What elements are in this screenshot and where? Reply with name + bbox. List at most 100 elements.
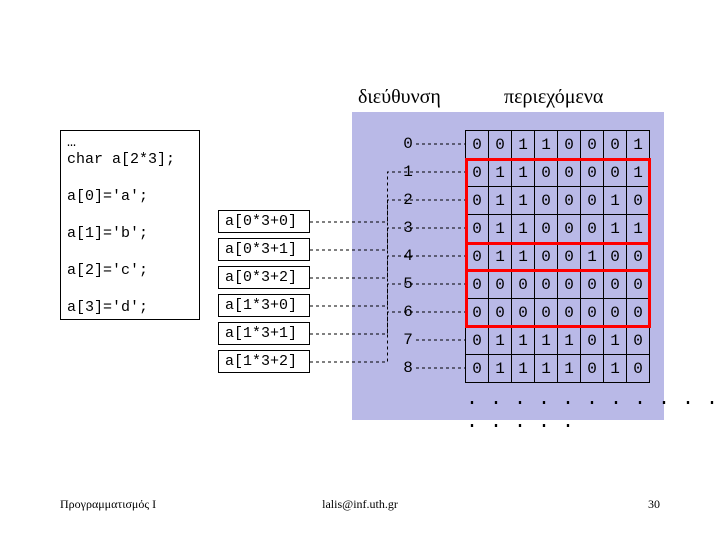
bit-cell: 1 [512, 215, 535, 243]
bit-cell: 0 [466, 187, 489, 215]
addr-1: 1 [398, 163, 418, 181]
index-label-3: a[1*3+0] [218, 294, 310, 317]
footer-left: Προγραμματισμός I [60, 497, 156, 512]
bit-cell: 1 [604, 187, 627, 215]
bit-cell: 1 [512, 131, 535, 159]
bit-cell: 0 [466, 271, 489, 299]
bit-cell: 0 [535, 271, 558, 299]
bit-table: 0011000101100001011000100110001101100100… [465, 130, 650, 383]
bit-cell: 1 [604, 215, 627, 243]
bit-cell: 0 [535, 187, 558, 215]
bit-cell: 0 [466, 159, 489, 187]
bit-cell: 1 [558, 327, 581, 355]
bit-cell: 0 [558, 131, 581, 159]
bit-cell: 0 [581, 131, 604, 159]
bit-cell: 0 [512, 299, 535, 327]
code-decl2: char a[2*3]; [67, 151, 193, 168]
code-decl1: … [67, 134, 193, 151]
bit-cell: 1 [489, 355, 512, 383]
bit-cell: 1 [581, 243, 604, 271]
index-label-1: a[0*3+1] [218, 238, 310, 261]
bit-cell: 0 [627, 187, 650, 215]
bit-cell: 0 [581, 355, 604, 383]
bit-cell: 0 [558, 243, 581, 271]
bit-cell: 0 [604, 159, 627, 187]
bit-cell: 0 [581, 327, 604, 355]
bit-cell: 0 [558, 187, 581, 215]
bit-cell: 0 [581, 299, 604, 327]
addr-0: 0 [398, 135, 418, 153]
bit-cell: 0 [558, 271, 581, 299]
bit-cell: 0 [627, 355, 650, 383]
bit-cell: 1 [604, 355, 627, 383]
memory-dots: . . . . . . . . . . . . . . . . [466, 388, 720, 434]
addr-4: 4 [398, 247, 418, 265]
bit-cell: 1 [489, 215, 512, 243]
bit-cell: 0 [558, 299, 581, 327]
code-assign-1: a[1]='b'; [67, 225, 193, 242]
addr-5: 5 [398, 275, 418, 293]
bit-cell: 0 [535, 215, 558, 243]
index-label-5: a[1*3+2] [218, 350, 310, 373]
bit-cell: 1 [512, 327, 535, 355]
addr-3: 3 [398, 219, 418, 237]
addr-2: 2 [398, 191, 418, 209]
code-assign-0: a[0]='a'; [67, 188, 193, 205]
bit-cell: 0 [535, 159, 558, 187]
bit-cell: 0 [604, 299, 627, 327]
bit-cell: 1 [489, 159, 512, 187]
bit-cell: 1 [535, 131, 558, 159]
addr-6: 6 [398, 303, 418, 321]
bit-cell: 0 [627, 271, 650, 299]
index-label-2: a[0*3+2] [218, 266, 310, 289]
bit-cell: 0 [466, 215, 489, 243]
bit-cell: 0 [604, 131, 627, 159]
bit-cell: 1 [489, 327, 512, 355]
header-address: διεύθυνση [358, 86, 441, 109]
code-box: … char a[2*3]; a[0]='a'; a[1]='b'; a[2]=… [60, 130, 200, 320]
code-assign-2: a[2]='c'; [67, 262, 193, 279]
bit-cell: 0 [604, 243, 627, 271]
bit-cell: 1 [512, 159, 535, 187]
addr-7: 7 [398, 331, 418, 349]
bit-cell: 0 [489, 299, 512, 327]
bit-cell: 1 [535, 327, 558, 355]
bit-cell: 0 [627, 327, 650, 355]
bit-cell: 1 [512, 355, 535, 383]
bit-cell: 0 [535, 299, 558, 327]
bit-cell: 0 [489, 131, 512, 159]
bit-cell: 0 [466, 299, 489, 327]
bit-cell: 0 [466, 355, 489, 383]
bit-cell: 0 [627, 243, 650, 271]
bit-cell: 1 [604, 327, 627, 355]
bit-cell: 0 [535, 243, 558, 271]
bit-cell: 1 [489, 243, 512, 271]
bit-cell: 0 [489, 271, 512, 299]
code-assign-3: a[3]='d'; [67, 299, 193, 316]
bit-cell: 1 [627, 159, 650, 187]
bit-cell: 1 [512, 187, 535, 215]
bit-cell: 0 [627, 299, 650, 327]
bit-cell: 0 [581, 159, 604, 187]
footer-center: lalis@inf.uth.gr [322, 497, 398, 512]
index-label-4: a[1*3+1] [218, 322, 310, 345]
bit-cell: 1 [627, 215, 650, 243]
bit-cell: 1 [489, 187, 512, 215]
bit-cell: 0 [558, 215, 581, 243]
bit-cell: 0 [558, 159, 581, 187]
bit-cell: 0 [581, 271, 604, 299]
footer-right: 30 [648, 497, 660, 512]
bit-cell: 0 [466, 327, 489, 355]
bit-cell: 1 [627, 131, 650, 159]
bit-cell: 0 [466, 131, 489, 159]
bit-cell: 0 [466, 243, 489, 271]
bit-cell: 0 [604, 271, 627, 299]
index-label-0: a[0*3+0] [218, 210, 310, 233]
bit-cell: 1 [512, 243, 535, 271]
bit-cell: 1 [558, 355, 581, 383]
addr-8: 8 [398, 359, 418, 377]
bit-cell: 0 [512, 271, 535, 299]
bit-cell: 1 [535, 355, 558, 383]
bit-cell: 0 [581, 215, 604, 243]
header-content: περιεχόμενα [504, 86, 603, 109]
